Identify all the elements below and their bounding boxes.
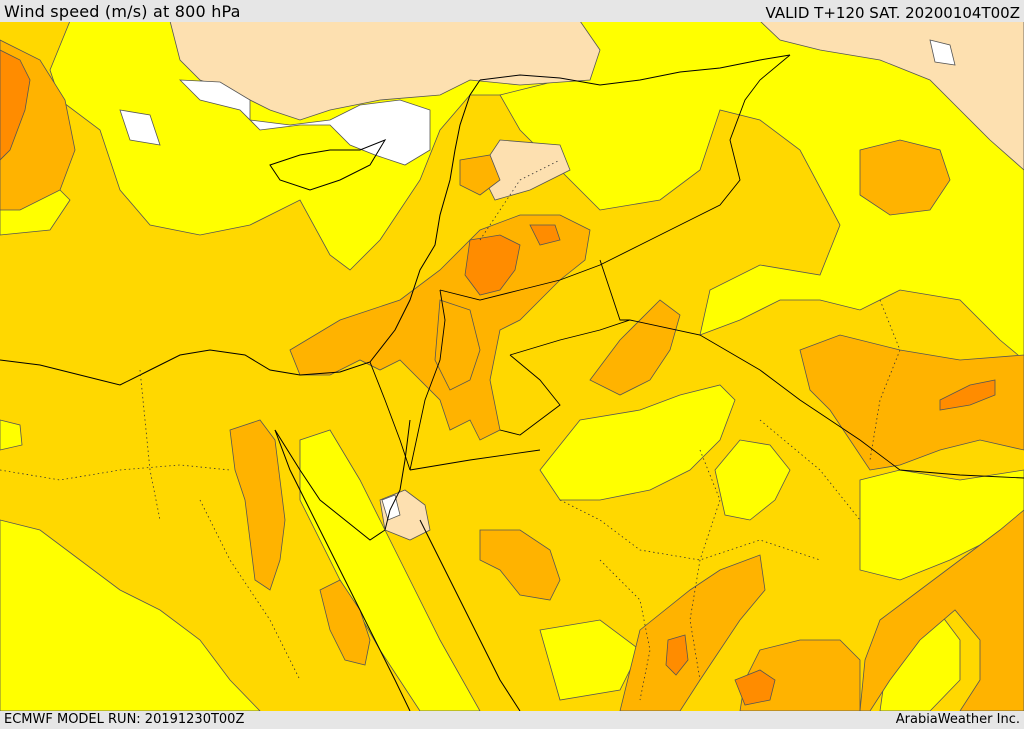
country-borders [369, 54, 1024, 479]
model-run: ECMWF MODEL RUN: 20191230T00Z [4, 712, 245, 727]
province-borders [0, 159, 901, 701]
valid-time: VALID T+120 SAT. 20200104T00Z [765, 4, 1020, 22]
field-light [0, 21, 1024, 711]
field-calm [119, 39, 956, 521]
wind-speed-map [0, 21, 1024, 711]
coastlines [0, 54, 791, 711]
field-strong [0, 39, 1024, 711]
footer-bar: ECMWF MODEL RUN: 20191230T00Z ArabiaWeat… [0, 711, 1024, 729]
field-very-strong [0, 49, 996, 706]
map-title: Wind speed (m/s) at 800 hPa [4, 2, 241, 21]
header-bar: Wind speed (m/s) at 800 hPa VALID T+120 … [0, 0, 1024, 22]
field-very-light [169, 21, 1024, 541]
credit: ArabiaWeather Inc. [895, 712, 1020, 727]
